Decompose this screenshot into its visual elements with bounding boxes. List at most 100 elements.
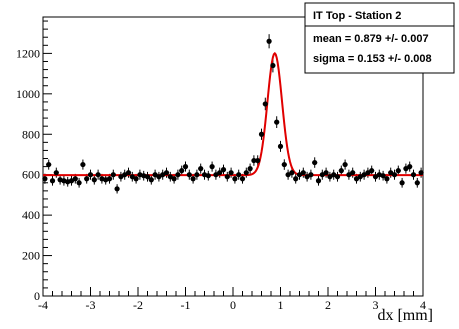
x-axis-title: dx [mm] <box>377 307 433 324</box>
data-point <box>391 172 398 178</box>
y-tick-label: 0 <box>34 289 40 303</box>
data-point <box>213 172 219 178</box>
data-point <box>236 172 242 178</box>
stats-mean: mean = 0.879 +/- 0.007 <box>313 33 429 45</box>
stats-sigma: sigma = 0.153 +/- 0.008 <box>313 53 432 65</box>
data-point <box>315 178 322 184</box>
data-point <box>144 174 151 180</box>
data-point <box>255 157 261 164</box>
data-point <box>274 119 280 125</box>
y-tick-label: 1000 <box>16 87 40 101</box>
data-points <box>42 38 424 192</box>
data-point <box>156 174 162 180</box>
data-point <box>251 157 257 164</box>
data-point <box>266 38 272 44</box>
data-point <box>247 166 253 172</box>
data-point <box>53 170 59 176</box>
x-tick-label: 1 <box>278 298 284 312</box>
data-point <box>270 62 276 69</box>
data-point <box>334 174 341 180</box>
y-tick-label: 800 <box>22 127 40 141</box>
data-point <box>361 172 367 178</box>
data-point <box>410 172 417 178</box>
data-point <box>277 143 284 149</box>
data-point <box>160 172 166 178</box>
data-point <box>304 174 310 180</box>
axis-ticks <box>42 20 424 297</box>
data-point <box>122 172 128 178</box>
x-tick-label: 3 <box>373 298 379 312</box>
data-point <box>319 172 325 178</box>
data-point <box>167 174 173 180</box>
data-point <box>42 176 48 182</box>
data-point <box>281 161 287 168</box>
data-point <box>407 164 413 170</box>
data-point <box>399 180 405 186</box>
data-point <box>217 170 223 176</box>
data-point <box>380 173 386 179</box>
data-point <box>72 176 78 182</box>
data-point <box>346 172 352 178</box>
data-point <box>372 174 379 180</box>
data-point <box>163 170 170 176</box>
data-point <box>186 172 192 178</box>
x-tick-label: -4 <box>38 298 48 312</box>
x-tick-label: 4 <box>420 298 426 312</box>
data-point <box>350 170 356 176</box>
data-point <box>258 131 265 137</box>
data-point <box>148 177 154 183</box>
data-point <box>357 174 363 180</box>
data-point <box>300 170 306 176</box>
data-point <box>243 170 249 176</box>
data-point <box>110 172 116 178</box>
data-point <box>118 174 124 180</box>
data-point <box>414 180 420 186</box>
data-point <box>285 172 291 178</box>
x-tick-label: -2 <box>133 298 143 312</box>
x-tick-label: -1 <box>181 298 191 312</box>
data-point <box>289 170 295 176</box>
data-point <box>152 172 158 178</box>
data-point <box>84 176 90 182</box>
data-point <box>239 176 246 182</box>
data-point <box>76 180 82 186</box>
axis-tick-labels: -4 -3 -2 -1 0 1 2 3 4 0 200 400 600 800 1000 1200 <box>16 46 426 312</box>
data-point <box>49 178 56 184</box>
data-point <box>194 172 200 178</box>
y-tick-label: 200 <box>22 249 40 263</box>
data-point <box>125 170 132 176</box>
data-point <box>308 172 314 178</box>
data-point <box>369 168 375 174</box>
data-point <box>418 170 424 176</box>
data-point <box>175 172 181 178</box>
data-point <box>388 170 394 176</box>
data-point <box>224 174 230 180</box>
data-point <box>323 170 329 176</box>
data-point <box>182 164 189 170</box>
data-point <box>205 173 211 179</box>
data-point <box>293 176 299 182</box>
data-point <box>327 174 333 180</box>
data-point <box>342 161 348 168</box>
data-point <box>46 161 52 168</box>
data-point <box>232 176 238 182</box>
data-point <box>179 168 185 174</box>
data-point <box>133 176 139 182</box>
data-point <box>190 176 196 182</box>
data-point <box>87 172 94 178</box>
data-point <box>91 177 97 183</box>
stats-box-title: IT Top - Station 2 <box>313 10 401 22</box>
data-point <box>353 176 360 182</box>
data-point <box>209 164 215 170</box>
stats-box-background <box>304 2 455 74</box>
data-point <box>262 101 268 107</box>
data-point <box>338 168 344 174</box>
data-point <box>106 176 113 182</box>
data-point <box>228 170 234 176</box>
data-point <box>198 166 204 172</box>
data-point <box>171 176 177 182</box>
stats-box: IT Top - Station 2 mean = 0.879 +/- 0.00… <box>304 2 455 74</box>
x-tick-label: 0 <box>230 298 236 312</box>
data-point <box>384 176 390 182</box>
